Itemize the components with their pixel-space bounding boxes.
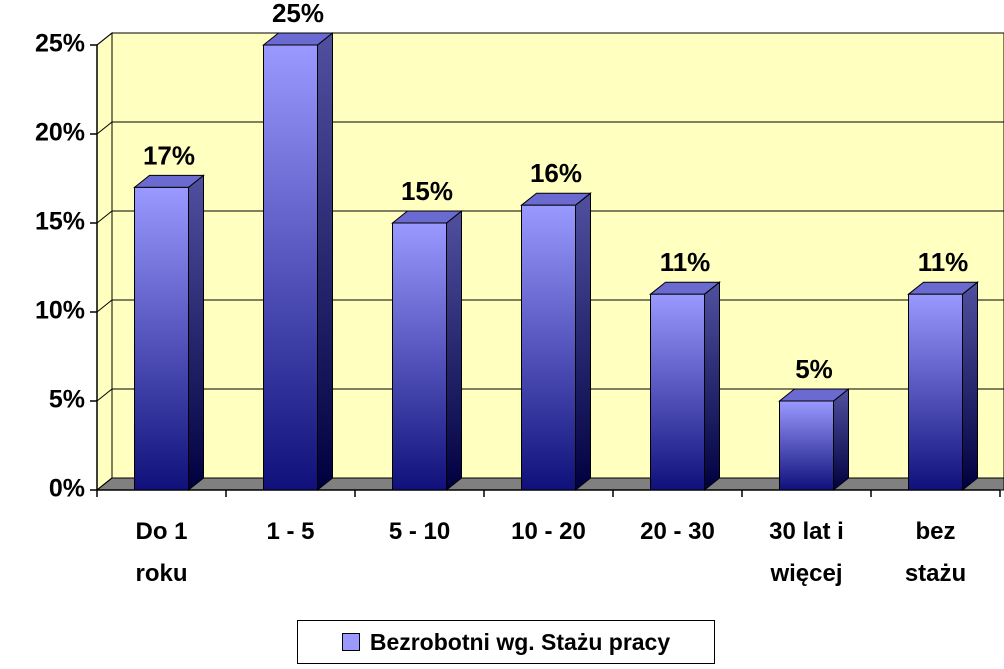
data-label: 5% (795, 354, 833, 384)
x-tick-label: 10 - 20 (511, 518, 586, 545)
grid-line (96, 210, 1004, 224)
y-tick-label: 5% (49, 386, 85, 414)
legend-swatch (341, 633, 360, 651)
bar-side (575, 192, 591, 492)
bar-side (188, 174, 204, 492)
grid-line (96, 121, 1004, 135)
x-tick-label: bez stażu (904, 518, 967, 587)
x-tick-label: 1 - 5 (266, 518, 315, 545)
data-label: 25% (272, 0, 324, 28)
data-label: 11% (918, 247, 969, 277)
x-tick-label: 30 lat i więcej (769, 518, 844, 587)
data-label: 11% (660, 247, 711, 277)
bar (134, 186, 189, 491)
x-tick-label: 5 - 10 (388, 518, 451, 545)
bar (263, 44, 318, 491)
x-tick-label: 20 - 30 (640, 518, 715, 545)
grid-line (96, 32, 1004, 46)
data-label: 16% (530, 158, 582, 188)
legend-label: Bezrobotni wg. Stażu pracy (369, 628, 671, 655)
bar-side (704, 281, 720, 492)
bar (521, 204, 576, 491)
bar (650, 293, 705, 491)
data-label: 17% (143, 140, 195, 170)
y-tick-label: 25% (35, 30, 85, 58)
bar-side (833, 387, 849, 492)
bar (908, 293, 963, 491)
x-tick-label: Do 1 roku (135, 518, 188, 587)
data-label: 15% (401, 176, 453, 206)
bar-side (446, 209, 462, 492)
y-tick-label: 0% (49, 475, 85, 503)
bar-side (962, 281, 978, 492)
legend: Bezrobotni wg. Stażu pracy (297, 620, 715, 664)
bar-side (317, 31, 333, 492)
y-tick-label: 20% (35, 119, 85, 147)
bar (392, 222, 447, 491)
bar (779, 400, 834, 491)
y-tick-label: 15% (35, 208, 85, 236)
y-tick-label: 10% (35, 297, 85, 325)
side-wall (96, 31, 113, 492)
